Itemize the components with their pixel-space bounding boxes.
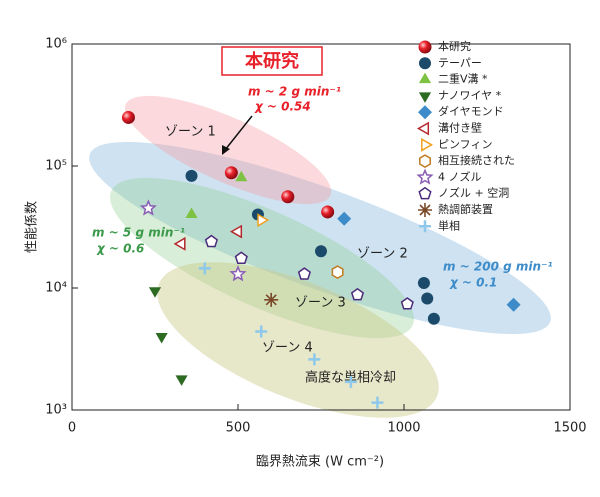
legend-label: ピンフィン <box>438 138 492 151</box>
x-tick-label: 0 <box>68 421 76 436</box>
legend-label: ノズル + 空洞 <box>438 186 509 200</box>
point <box>155 333 168 344</box>
point <box>185 169 198 182</box>
legend-marker <box>419 57 431 70</box>
legend-label: 二重V溝 * <box>438 72 488 86</box>
point <box>308 353 321 366</box>
annotation: m ~ 5 g min⁻¹ <box>92 226 185 240</box>
point <box>229 265 247 282</box>
point <box>427 312 440 325</box>
point <box>257 213 270 228</box>
point <box>315 245 327 258</box>
y-tick-label: 10⁴ <box>45 281 67 296</box>
point <box>350 287 365 301</box>
point <box>297 267 311 280</box>
legend-marker <box>418 92 432 103</box>
x-axis-label: 臨界熱流束 (W cm⁻²) <box>256 455 384 470</box>
annotation: ゾーン 2 <box>357 247 408 262</box>
legend-label: 溝付き壁 <box>438 121 482 135</box>
point <box>400 297 414 310</box>
point <box>321 205 335 219</box>
study-box <box>221 46 323 76</box>
plot-frame <box>71 43 571 411</box>
legend-marker <box>418 40 432 54</box>
x-tick-label: 500 <box>226 421 251 436</box>
point <box>204 234 218 248</box>
arrow-head <box>222 145 230 155</box>
legend-label: 相互接続された <box>438 153 515 167</box>
legend-marker <box>419 220 431 233</box>
legend-marker <box>418 72 432 84</box>
x-tick-label: 1000 <box>387 421 420 436</box>
legend-marker <box>418 105 432 120</box>
legend-marker <box>418 186 432 200</box>
legend-label: 4 ノズル <box>438 169 482 183</box>
y-tick-label: 10³ <box>45 403 67 418</box>
point <box>255 325 268 338</box>
point <box>121 110 135 124</box>
annotation: χ ~ 0.54 <box>254 100 311 114</box>
annotation: 本研究 <box>245 50 299 72</box>
annotation: ゾーン 4 <box>262 341 313 356</box>
legend-label: テーパー <box>438 56 482 69</box>
point <box>344 375 357 388</box>
x-tick-label: 1500 <box>553 421 586 436</box>
legend-label: 本研究 <box>438 39 471 53</box>
annotation: χ ~ 0.6 <box>96 242 144 256</box>
y-tick-label: 10⁵ <box>45 159 67 174</box>
annotation: χ ~ 0.1 <box>449 276 497 290</box>
point <box>185 207 198 218</box>
point <box>417 276 430 289</box>
point <box>264 292 279 307</box>
legend-marker <box>419 154 431 168</box>
point <box>421 292 434 305</box>
point <box>234 251 248 264</box>
annotation: ゾーン 3 <box>295 296 346 311</box>
arrow <box>224 115 253 151</box>
legend-label: 単相 <box>438 218 460 232</box>
legend-marker <box>418 203 432 217</box>
point <box>198 262 211 275</box>
point <box>331 265 344 279</box>
point <box>173 236 186 251</box>
point <box>337 211 352 226</box>
point <box>371 396 384 409</box>
y-axis-label: 性能係数 <box>25 201 40 253</box>
y-tick-label: 10⁶ <box>45 37 67 52</box>
point <box>229 224 243 239</box>
point <box>148 287 162 298</box>
point <box>139 199 157 216</box>
zone-2 <box>89 141 551 335</box>
point <box>175 375 188 386</box>
point <box>506 297 521 312</box>
legend-label: 熱調節装置 <box>438 202 493 216</box>
point <box>235 170 248 182</box>
legend-label: ダイヤモンド <box>438 104 504 118</box>
legend-label: ナノワイヤ * <box>438 89 502 102</box>
annotation: ゾーン 1 <box>165 125 216 140</box>
point <box>281 190 295 204</box>
legend-marker <box>421 137 434 152</box>
point <box>224 166 238 180</box>
legend-marker <box>416 121 430 136</box>
legend-marker <box>416 168 434 185</box>
zone-4 <box>157 262 439 418</box>
annotation: m ~ 2 g min⁻¹ <box>248 85 341 99</box>
annotation: m ~ 200 g min⁻¹ <box>443 260 553 274</box>
